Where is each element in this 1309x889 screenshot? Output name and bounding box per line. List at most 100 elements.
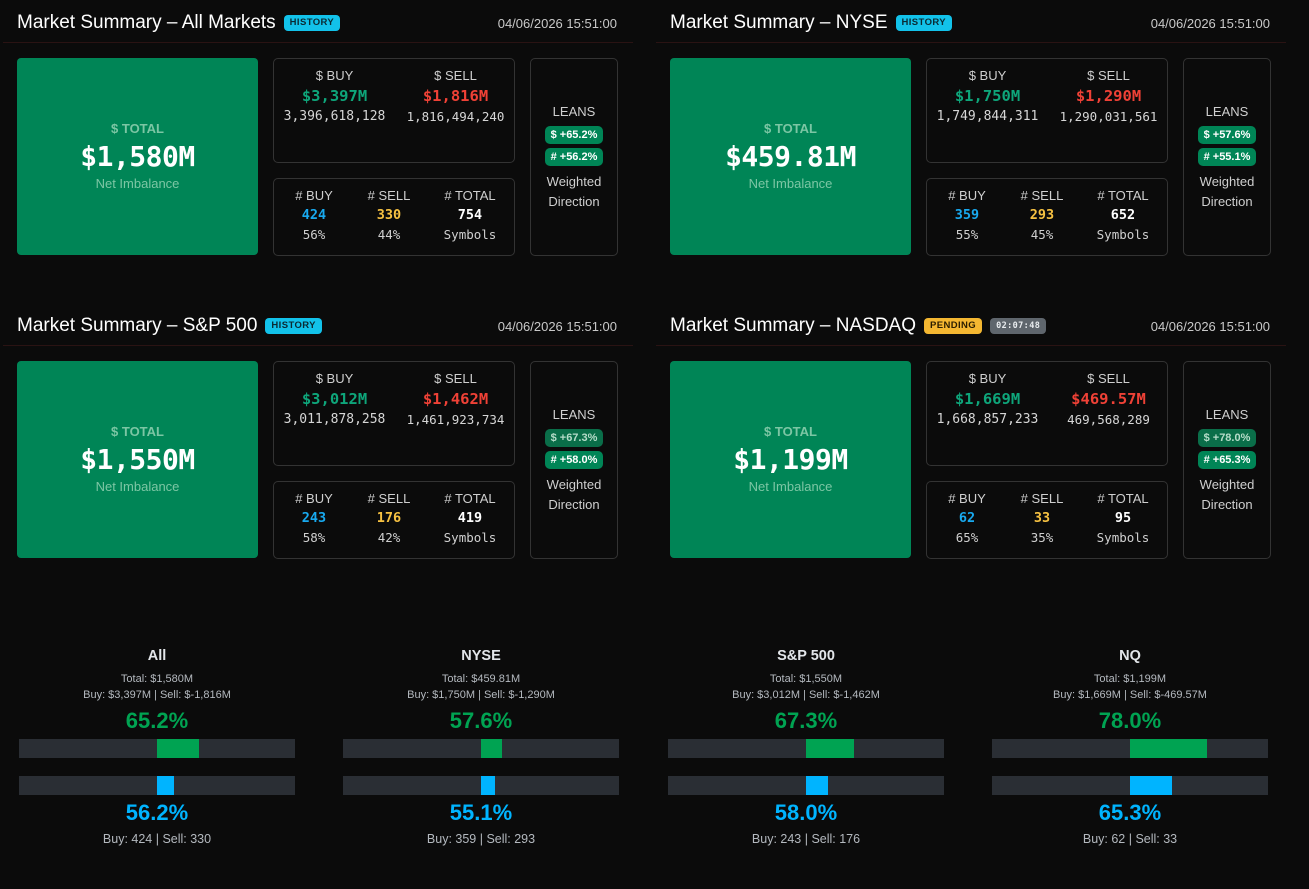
history-badge[interactable]: HISTORY <box>895 15 953 31</box>
panel-header: Market Summary – NASDAQ PENDING 02:07:48… <box>656 303 1286 346</box>
dollar-sell-label: $ SELL <box>434 371 477 386</box>
weighted-direction-label: Weighted Direction <box>1184 172 1270 212</box>
count-buy-pct: 58% <box>302 530 326 545</box>
dollar-buy-sell-card: $ BUY $3,012M 3,011,878,258 $ SELL $1,46… <box>273 361 515 466</box>
gauge-buy-sell-line: Buy: $1,750M | Sell: $-1,290M <box>407 689 555 701</box>
panel-title-text: Market Summary – All Markets <box>17 12 276 33</box>
gauge-count-line: Buy: 62 | Sell: 33 <box>1082 832 1178 846</box>
count-gauge-fill <box>1130 776 1173 795</box>
gauge-nyse: NYSE Total: $459.81M Buy: $1,750M | Sell… <box>331 648 631 846</box>
count-gauge-fill <box>157 776 175 795</box>
count-gauge-bar <box>343 776 619 795</box>
dollar-buy-raw: 3,396,618,128 <box>283 109 386 124</box>
dollar-sell-raw: 1,290,031,561 <box>1059 109 1158 124</box>
count-gauge-fill <box>481 776 496 795</box>
dollar-gauge-fill <box>1130 739 1208 758</box>
panel-timestamp: 04/06/2026 15:51:00 <box>1150 16 1270 31</box>
gauge-buy-sell-line: Buy: $3,012M | Sell: $-1,462M <box>732 689 880 701</box>
net-imbalance-card: $ TOTAL $1,550M Net Imbalance <box>17 361 258 558</box>
dollar-sell-column: $ SELL $1,816M 1,816,494,240 <box>395 68 516 128</box>
weighted-direction-label: Weighted Direction <box>531 475 617 515</box>
symbol-count-card: # BUY 359 55% # SELL 293 45% # TOTAL 652… <box>926 178 1168 256</box>
dollar-gauge-bar <box>343 739 619 758</box>
history-badge[interactable]: HISTORY <box>265 318 322 334</box>
panel-title: Market Summary – S&P 500 HISTORY <box>17 315 322 337</box>
total-label: $ TOTAL <box>764 121 817 136</box>
gauge-count-pct: 58.0% <box>774 800 838 825</box>
count-total-column: # TOTAL 652 Symbols <box>1077 188 1169 242</box>
lean-count-pill: # +58.0% <box>544 451 604 469</box>
dollar-buy-value: $1,750M <box>954 87 1021 105</box>
count-sell-value: 330 <box>376 207 402 223</box>
dollar-buy-raw: 3,011,878,258 <box>283 412 386 427</box>
count-sell-pct: 44% <box>377 227 401 242</box>
count-total-column: # TOTAL 419 Symbols <box>424 491 516 545</box>
symbol-count-card: # BUY 243 58% # SELL 176 42% # TOTAL 419… <box>273 481 515 559</box>
weighted-label: Weighted <box>546 477 602 492</box>
dollar-buy-value: $3,397M <box>301 87 368 105</box>
count-gauge-bar <box>19 776 295 795</box>
dollar-sell-raw: 1,461,923,734 <box>406 412 505 427</box>
dollar-gauge-bar <box>19 739 295 758</box>
gauge-title: NQ <box>1119 648 1141 664</box>
pending-badge[interactable]: PENDING <box>924 318 983 334</box>
gauge-sp500: S&P 500 Total: $1,550M Buy: $3,012M | Se… <box>656 648 956 846</box>
gauge-count-line: Buy: 424 | Sell: 330 <box>102 832 212 846</box>
count-buy-label: # BUY <box>948 188 986 203</box>
count-sell-column: # SELL 176 42% <box>354 491 424 545</box>
count-total-label: # TOTAL <box>1097 491 1149 506</box>
dollar-sell-column: $ SELL $1,462M 1,461,923,734 <box>395 371 516 431</box>
count-buy-column: # BUY 62 65% <box>927 491 1007 545</box>
leans-title: LEANS <box>552 104 596 119</box>
market-summary-panel-nasdaq: Market Summary – NASDAQ PENDING 02:07:48… <box>656 303 1286 563</box>
dollar-gauge-bar <box>668 739 944 758</box>
market-summary-panel-sp500: Market Summary – S&P 500 HISTORY 04/06/2… <box>3 303 633 563</box>
net-imbalance-card: $ TOTAL $1,580M Net Imbalance <box>17 58 258 255</box>
leans-title: LEANS <box>1205 104 1249 119</box>
countdown-timer-badge: 02:07:48 <box>990 318 1047 334</box>
count-buy-column: # BUY 424 56% <box>274 188 354 242</box>
symbols-label: Symbols <box>443 530 497 545</box>
count-total-label: # TOTAL <box>444 491 496 506</box>
lean-dollar-pill: $ +65.2% <box>544 126 604 144</box>
direction-label: Direction <box>1201 194 1253 209</box>
dollar-sell-value: $1,816M <box>422 87 489 105</box>
history-badge[interactable]: HISTORY <box>283 15 341 31</box>
gauge-dollar-pct: 78.0% <box>1098 708 1162 733</box>
dollar-buy-raw: 1,668,857,233 <box>936 412 1039 427</box>
dollar-sell-value: $1,462M <box>422 390 489 408</box>
panel-title: Market Summary – All Markets HISTORY <box>17 12 341 34</box>
count-buy-pct: 65% <box>955 530 979 545</box>
gauge-count-pct: 56.2% <box>125 800 189 825</box>
direction-label: Direction <box>548 194 600 209</box>
leans-title: LEANS <box>1205 407 1249 422</box>
gauge-title: S&P 500 <box>777 648 835 664</box>
count-sell-pct: 45% <box>1030 227 1054 242</box>
count-buy-label: # BUY <box>295 491 333 506</box>
symbols-label: Symbols <box>1096 227 1150 242</box>
count-sell-value: 176 <box>376 510 402 526</box>
gauge-all: All Total: $1,580M Buy: $3,397M | Sell: … <box>7 648 307 846</box>
count-buy-column: # BUY 243 58% <box>274 491 354 545</box>
dollar-sell-column: $ SELL $469.57M 469,568,289 <box>1048 371 1169 431</box>
dollar-buy-column: $ BUY $3,012M 3,011,878,258 <box>274 371 395 431</box>
net-imbalance-label: Net Imbalance <box>95 176 180 191</box>
gauge-count-pct: 55.1% <box>449 800 513 825</box>
dollar-sell-raw: 469,568,289 <box>1067 412 1150 427</box>
count-gauge-fill <box>806 776 829 795</box>
leans-card: LEANS $ +67.3% # +58.0% Weighted Directi… <box>530 361 618 559</box>
dollar-buy-label: $ BUY <box>968 371 1007 386</box>
net-imbalance-card: $ TOTAL $459.81M Net Imbalance <box>670 58 911 255</box>
count-buy-pct: 56% <box>302 227 326 242</box>
net-imbalance-label: Net Imbalance <box>95 479 180 494</box>
gauge-buy-sell-line: Buy: $1,669M | Sell: $-469.57M <box>1053 689 1207 701</box>
market-summary-panel-nyse: Market Summary – NYSE HISTORY 04/06/2026… <box>656 0 1286 260</box>
dollar-gauge-fill <box>481 739 502 758</box>
leans-title: LEANS <box>552 407 596 422</box>
gauge-count-pct: 65.3% <box>1098 800 1162 825</box>
direction-label: Direction <box>548 497 600 512</box>
count-sell-pct: 42% <box>377 530 401 545</box>
count-total-label: # TOTAL <box>444 188 496 203</box>
gauge-dollar-pct: 65.2% <box>125 708 189 733</box>
panel-header: Market Summary – S&P 500 HISTORY 04/06/2… <box>3 303 633 346</box>
